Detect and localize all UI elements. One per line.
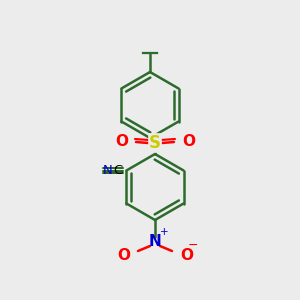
Text: O: O (115, 134, 128, 148)
Text: S: S (149, 134, 161, 152)
Text: −: − (188, 239, 199, 252)
Text: O: O (117, 248, 130, 263)
Text: O: O (180, 248, 193, 263)
Text: N: N (148, 235, 161, 250)
Text: N: N (102, 164, 112, 177)
Text: O: O (182, 134, 195, 148)
Text: +: + (160, 227, 169, 237)
Text: C: C (113, 164, 122, 177)
